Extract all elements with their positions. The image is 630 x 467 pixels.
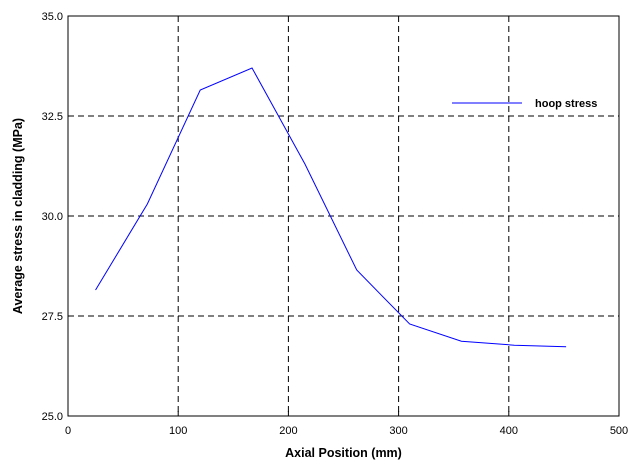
y-tick-label: 32.5 <box>42 111 63 123</box>
x-axis-title: Axial Position (mm) <box>285 446 402 460</box>
x-tick-label: 400 <box>500 425 518 437</box>
legend-label-hoop-stress: hoop stress <box>535 98 597 110</box>
x-tick-label: 100 <box>169 425 187 437</box>
x-tick-label: 200 <box>279 425 297 437</box>
legend: hoop stress <box>452 98 597 110</box>
y-tick-label: 27.5 <box>42 311 63 323</box>
y-tick-label: 25.0 <box>42 411 63 423</box>
axis-ticks: 0 100 200 300 400 500 25.0 27.5 30.0 32.5 35.0 <box>42 11 629 437</box>
y-axis-title: Average stress in cladding (MPa) <box>11 118 25 314</box>
series-line-hoop-stress <box>95 67 567 348</box>
grid <box>68 16 619 416</box>
x-tick-label: 300 <box>389 425 407 437</box>
series-layer <box>95 67 567 348</box>
y-tick-label: 35.0 <box>42 11 63 23</box>
x-tick-label: 0 <box>65 425 71 437</box>
x-tick-label: 500 <box>610 425 628 437</box>
y-tick-label: 30.0 <box>42 211 63 223</box>
